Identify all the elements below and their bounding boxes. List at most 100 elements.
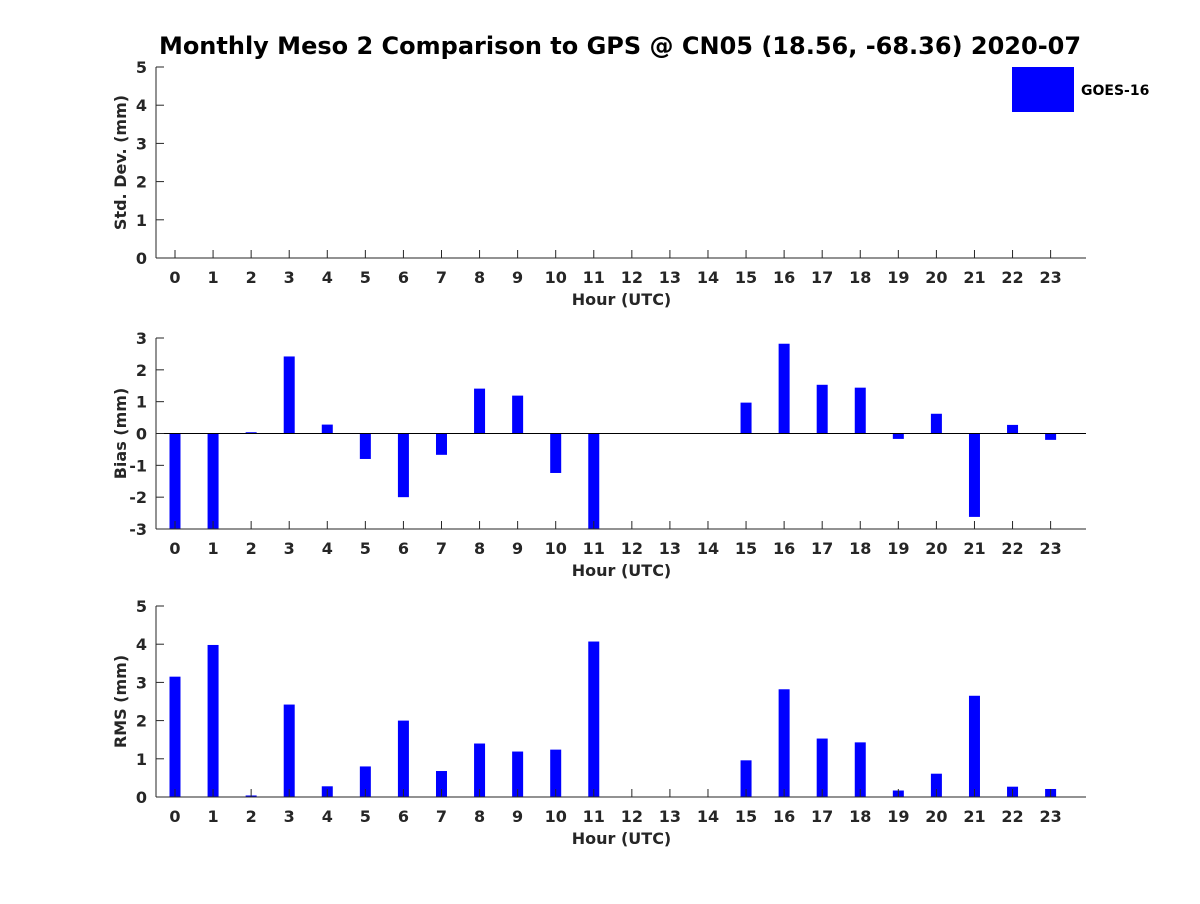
bias-bar-hour-5 <box>359 433 371 459</box>
bias-bar-hour-8 <box>474 388 486 434</box>
rms-bar-hour-16 <box>778 689 790 797</box>
legend-swatch <box>1012 67 1074 112</box>
std-dev-x-tick-label: 12 <box>621 268 643 287</box>
rms-x-tick-label: 1 <box>207 807 218 826</box>
std-dev-y-tick-label: 5 <box>136 58 147 77</box>
rms-y-tick-label: 0 <box>136 788 147 807</box>
bias-x-tick-label: 9 <box>512 539 523 558</box>
bias-bar-hour-16 <box>778 343 790 434</box>
bias-x-tick-label: 0 <box>169 539 180 558</box>
bias-x-tick-label: 15 <box>735 539 757 558</box>
rms-x-tick-label: 0 <box>169 807 180 826</box>
std-dev-x-tick-label: 3 <box>284 268 295 287</box>
std-dev-y-tick-label: 3 <box>136 134 147 153</box>
rms-y-tick-label: 1 <box>136 750 147 769</box>
std-dev-x-tick-label: 4 <box>322 268 333 287</box>
std-dev-x-tick-label: 18 <box>849 268 871 287</box>
rms-x-tick-label: 6 <box>398 807 409 826</box>
std-dev-x-tick-label: 20 <box>925 268 947 287</box>
std-dev-x-tick-label: 15 <box>735 268 757 287</box>
std-dev-y-tick-label: 2 <box>136 173 147 192</box>
bias-x-tick-label: 2 <box>246 539 257 558</box>
rms-y-tick-label: 5 <box>136 597 147 616</box>
legend: GOES-16 <box>1012 67 1149 112</box>
bias-bar-hour-7 <box>435 433 447 455</box>
rms-x-tick-label: 15 <box>735 807 757 826</box>
bias-x-tick-label: 11 <box>583 539 605 558</box>
std-dev-y-tick-label: 0 <box>136 249 147 268</box>
std-dev-x-tick-label: 5 <box>360 268 371 287</box>
rms-y-tick-label: 2 <box>136 712 147 731</box>
bias-bar-hour-18 <box>854 387 866 434</box>
bias-x-tick-label: 6 <box>398 539 409 558</box>
bias-bar-hour-22 <box>1007 424 1019 434</box>
bias-x-axis-label: Hour (UTC) <box>572 561 672 580</box>
bias-y-axis-label: Bias (mm) <box>111 388 130 480</box>
legend-label: GOES-16 <box>1081 83 1149 99</box>
std-dev-x-tick-label: 22 <box>1001 268 1023 287</box>
rms-x-tick-label: 7 <box>436 807 447 826</box>
std-dev-y-tick-label: 4 <box>136 96 147 115</box>
bias-y-tick-label: 3 <box>136 329 147 348</box>
chart-title: Monthly Meso 2 Comparison to GPS @ CN05 … <box>159 32 1081 60</box>
rms-x-tick-label: 20 <box>925 807 947 826</box>
bias-bar-hour-20 <box>930 413 942 434</box>
rms-x-tick-label: 22 <box>1001 807 1023 826</box>
rms-bar-hour-7 <box>435 771 447 797</box>
std-dev-x-tick-label: 16 <box>773 268 795 287</box>
bias-y-tick-label: -2 <box>129 488 147 507</box>
rms-y-tick-label: 3 <box>136 673 147 692</box>
std-dev-x-axis-label: Hour (UTC) <box>572 290 672 309</box>
bias-bar-hour-6 <box>397 433 409 498</box>
std-dev-x-tick-label: 9 <box>512 268 523 287</box>
bias-y-tick-label: -3 <box>129 520 147 539</box>
bias-x-tick-label: 7 <box>436 539 447 558</box>
rms-x-tick-label: 12 <box>621 807 643 826</box>
bias-x-tick-label: 1 <box>207 539 218 558</box>
rms-bar-hour-8 <box>474 743 486 797</box>
std-dev-x-tick-label: 1 <box>207 268 218 287</box>
rms-x-tick-label: 11 <box>583 807 605 826</box>
bias-y-tick-label: -1 <box>129 456 147 475</box>
bias-x-tick-label: 17 <box>811 539 833 558</box>
bias-bar-hour-21 <box>968 433 980 517</box>
rms-bar-hour-21 <box>968 695 980 797</box>
std-dev-x-tick-label: 0 <box>169 268 180 287</box>
bias-x-tick-label: 13 <box>659 539 681 558</box>
rms-bar-hour-6 <box>397 720 409 797</box>
std-dev-y-tick-label: 1 <box>136 211 147 230</box>
std-dev-x-tick-label: 13 <box>659 268 681 287</box>
bias-x-tick-label: 12 <box>621 539 643 558</box>
std-dev-x-tick-label: 17 <box>811 268 833 287</box>
std-dev-x-tick-label: 21 <box>963 268 985 287</box>
rms-x-tick-label: 3 <box>284 807 295 826</box>
rms-x-tick-label: 4 <box>322 807 333 826</box>
rms-bar-hour-11 <box>588 641 600 797</box>
std-dev-x-tick-label: 8 <box>474 268 485 287</box>
rms-bar-hour-20 <box>930 773 942 797</box>
bias-bar-hour-3 <box>283 356 295 434</box>
bias-bar-hour-10 <box>550 433 562 473</box>
rms-bar-hour-18 <box>854 742 866 797</box>
rms-bar-hour-15 <box>740 760 752 797</box>
bias-y-tick-label: 1 <box>136 393 147 412</box>
bias-bar-hour-23 <box>1045 433 1057 440</box>
std-dev-x-tick-label: 7 <box>436 268 447 287</box>
bias-x-tick-label: 18 <box>849 539 871 558</box>
std-dev-x-tick-label: 10 <box>545 268 567 287</box>
std-dev-x-tick-label: 14 <box>697 268 719 287</box>
rms-x-tick-label: 2 <box>246 807 257 826</box>
rms-x-tick-label: 21 <box>963 807 985 826</box>
std-dev-x-tick-label: 23 <box>1039 268 1061 287</box>
rms-y-axis-label: RMS (mm) <box>111 655 130 748</box>
rms-bar-hour-1 <box>207 644 219 797</box>
rms-bar-hour-9 <box>512 751 524 797</box>
bias-x-tick-label: 8 <box>474 539 485 558</box>
bias-x-tick-label: 10 <box>545 539 567 558</box>
std-dev-y-axis-label: Std. Dev. (mm) <box>111 95 130 230</box>
bias-x-tick-label: 22 <box>1001 539 1023 558</box>
bias-bar-hour-4 <box>321 424 333 434</box>
